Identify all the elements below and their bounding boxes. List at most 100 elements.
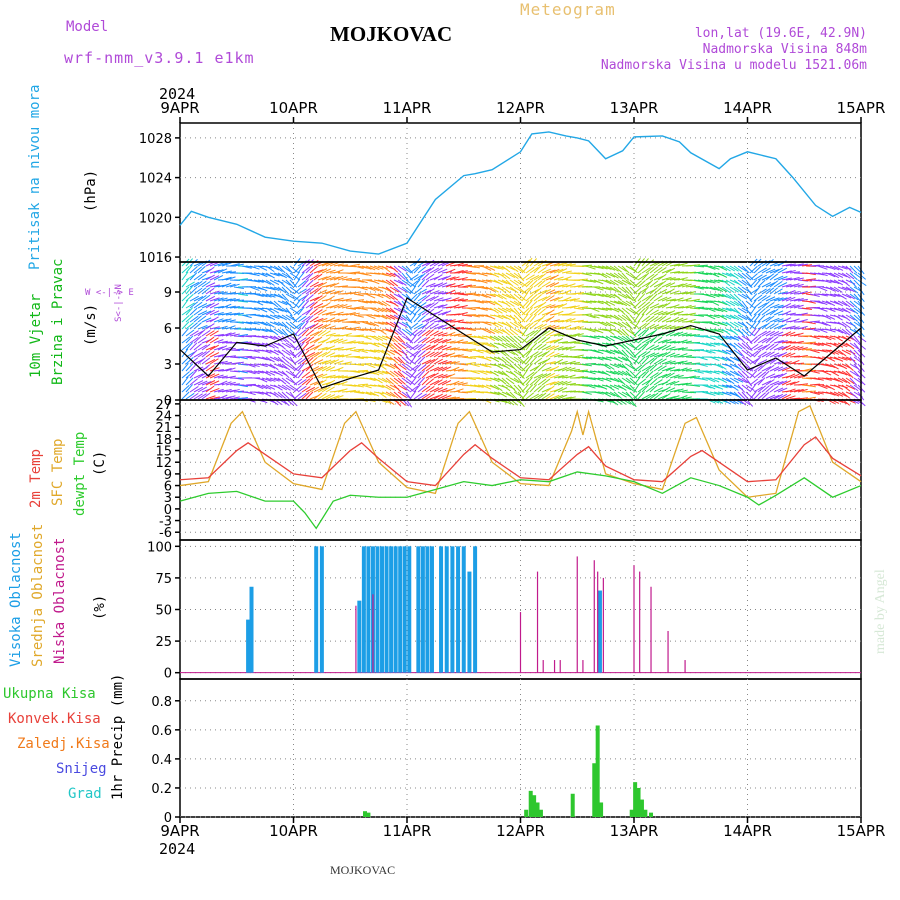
wind-barb <box>641 272 650 281</box>
wind-barb <box>853 349 862 358</box>
wind-barb <box>233 299 245 302</box>
wind-barb <box>653 282 664 288</box>
wind-barb <box>789 291 800 295</box>
wind-barb <box>269 286 280 292</box>
wind-barb <box>541 393 551 400</box>
x-tick-label-top: 9APR <box>160 99 199 117</box>
wind-barb <box>581 342 592 347</box>
wind-barb <box>201 392 211 400</box>
wind-barb <box>753 294 763 302</box>
wind-barb <box>773 267 783 274</box>
wind-barb <box>321 351 331 358</box>
wind-barb <box>437 352 448 358</box>
wind-barb <box>429 351 439 358</box>
wind-barb <box>385 363 396 370</box>
wind-barb <box>321 359 332 365</box>
wind-barb <box>721 356 732 362</box>
wind-barb <box>221 388 232 393</box>
wind-barb <box>613 363 624 369</box>
wind-barb <box>229 305 240 309</box>
wind-barb <box>285 314 295 321</box>
wind-barb <box>669 271 680 274</box>
wind-barb <box>797 374 808 379</box>
wind-barb <box>525 322 534 330</box>
wind-barb <box>321 311 332 316</box>
wind-barb <box>293 299 301 309</box>
wind-barb <box>445 373 456 379</box>
wind-barb <box>657 358 667 365</box>
wind-barb <box>493 272 504 276</box>
wind-barb <box>713 286 724 293</box>
wind-barb <box>293 293 302 302</box>
wind-barb <box>293 364 302 372</box>
wind-barb <box>313 351 323 358</box>
wind-barb <box>653 358 663 365</box>
wind-barb <box>853 265 862 274</box>
wind-barb <box>269 377 280 382</box>
wind-barb <box>473 335 484 340</box>
wind-barb <box>665 325 676 330</box>
precip-bar <box>639 799 644 817</box>
wind-barb <box>213 290 224 295</box>
wind-barb <box>589 335 600 340</box>
wind-barb <box>521 292 529 302</box>
wind-barb <box>277 279 286 288</box>
wind-barb <box>801 368 812 372</box>
wind-barb <box>317 360 328 365</box>
wind-barb <box>761 351 772 358</box>
wind-barb <box>381 314 392 320</box>
wind-barb <box>297 341 305 351</box>
wind-barb <box>417 288 427 295</box>
wind-barb <box>657 288 668 295</box>
wind-barb <box>721 279 731 287</box>
wind-barb <box>709 391 720 396</box>
wind-barb <box>829 279 840 285</box>
wind-barb <box>241 328 252 331</box>
wind-barb <box>397 363 407 371</box>
high-cloud-bar <box>393 546 398 673</box>
wind-barb <box>757 359 768 365</box>
wind-barb <box>325 311 336 316</box>
wind-barb <box>537 279 546 288</box>
wind-barb <box>313 282 324 288</box>
wind-barb <box>309 338 320 344</box>
wind-barb <box>381 328 392 333</box>
wind-barb <box>373 286 384 292</box>
wind-barb <box>797 397 808 400</box>
wind-barb <box>281 342 291 349</box>
wind-barb <box>649 384 658 393</box>
wind-barb <box>293 335 302 344</box>
wind-barb <box>653 387 664 393</box>
wind-barb <box>661 386 671 393</box>
precip-bar <box>643 809 648 817</box>
wind-barb <box>753 313 761 323</box>
wind-barb <box>261 279 272 285</box>
wind-barb <box>313 317 324 323</box>
wind-barb <box>761 288 771 295</box>
wind-barb <box>721 328 731 336</box>
wind-barb <box>285 300 294 309</box>
wind-barb <box>481 342 492 348</box>
wind-barb <box>301 293 310 302</box>
wind-barb <box>513 300 523 307</box>
wind-barb <box>513 286 523 293</box>
wind-barb <box>645 273 655 281</box>
wind-barb <box>321 330 331 337</box>
wind-barb <box>737 370 746 379</box>
wind-barb <box>785 325 796 330</box>
wind-barb <box>585 335 596 339</box>
wind-barb <box>525 384 534 393</box>
wind-barb <box>281 391 290 400</box>
wind-barb <box>205 266 215 274</box>
wind-barb <box>845 370 854 379</box>
wind-barb <box>685 312 696 316</box>
wind-barb <box>313 302 324 309</box>
wind-barb <box>529 378 538 386</box>
wind-barb <box>789 326 800 330</box>
wind-barb <box>257 321 268 326</box>
wind-barb <box>825 300 836 307</box>
wind-barb <box>497 293 507 300</box>
wind-barb <box>537 378 547 386</box>
wind-barb <box>817 321 828 326</box>
wind-barb <box>737 265 747 272</box>
